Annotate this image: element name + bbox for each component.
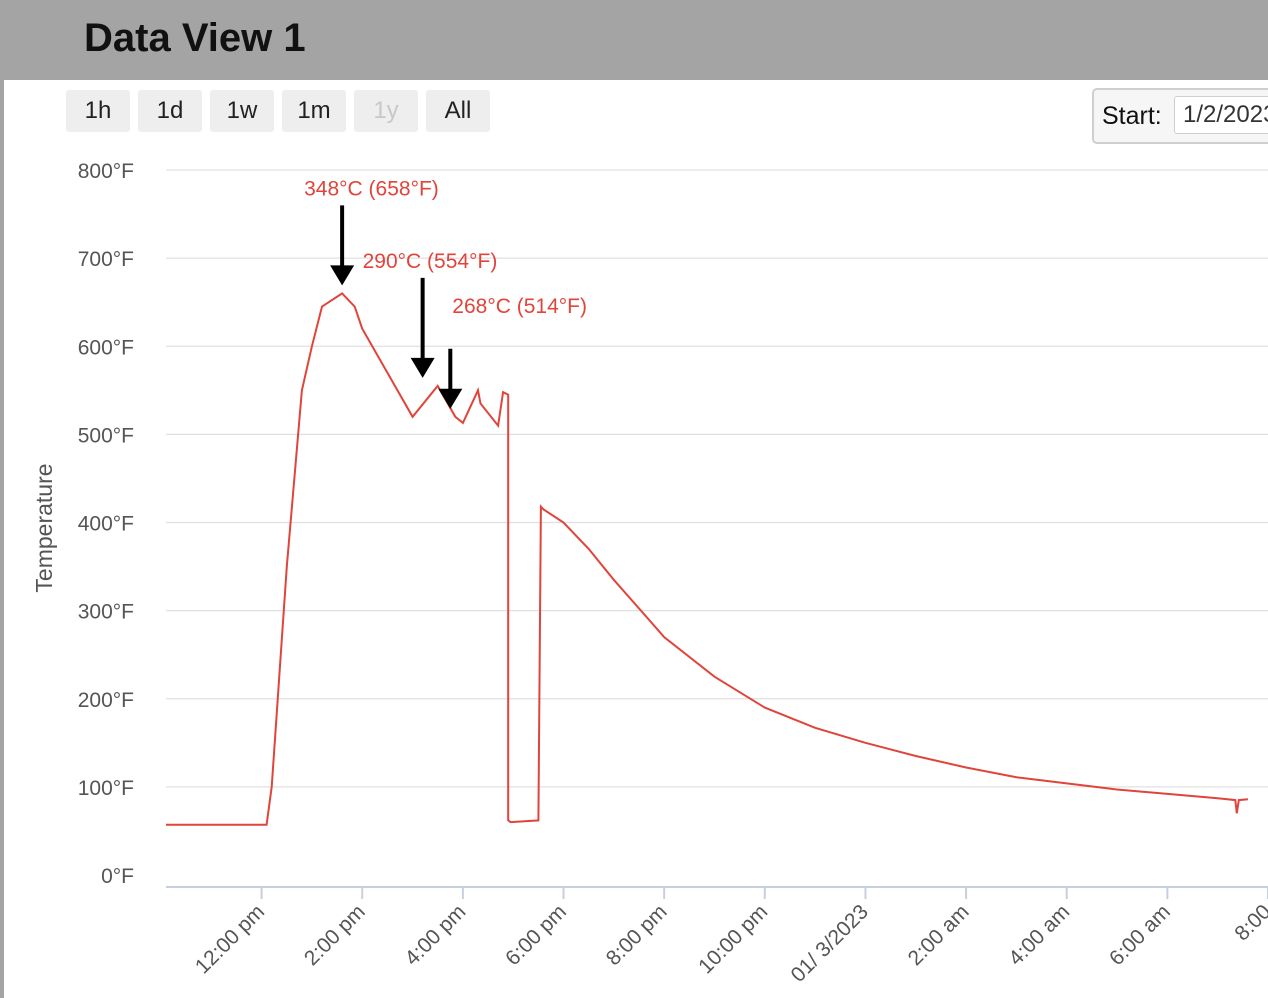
y-tick-label: 300°F	[78, 601, 134, 624]
x-tick-label: 4:00 am	[1004, 900, 1074, 970]
y-axis-ticks: 0°F 100°F 200°F 300°F 400°F 500°F 600°F 700°F 80…	[78, 160, 134, 888]
x-tick-label: 01/ 3/2023	[787, 900, 873, 986]
range-button-1m[interactable]: 1m	[282, 90, 346, 132]
y-tick-label: 100°F	[78, 777, 134, 800]
x-tick-label: 12:00 pm	[191, 900, 269, 978]
annotation-arrow-head	[410, 357, 435, 378]
start-date-input[interactable]	[1174, 96, 1268, 134]
y-tick-label: 200°F	[78, 689, 134, 712]
window-titlebar: Data View 1	[0, 0, 1268, 80]
y-tick-label: 0°F	[101, 865, 134, 888]
range-button-1w[interactable]: 1w	[210, 90, 274, 132]
x-tick-label: 8:00	[1230, 900, 1268, 945]
x-tick-label: 6:00 am	[1105, 900, 1175, 970]
x-tick-label: 2:00 am	[904, 900, 974, 970]
range-button-all[interactable]: All	[426, 90, 490, 132]
x-tick-label: 10:00 pm	[694, 900, 772, 978]
annotation-label: 268°C (514°F)	[452, 295, 587, 318]
start-label: Start:	[1102, 102, 1162, 130]
y-tick-label: 500°F	[78, 424, 134, 447]
window-title: Data View 1	[84, 16, 306, 60]
range-button-1y: 1y	[354, 90, 418, 132]
x-tick-label: 6:00 pm	[501, 900, 571, 970]
y-tick-label: 700°F	[78, 248, 134, 271]
range-button-1d[interactable]: 1d	[138, 90, 202, 132]
x-tick-label: 2:00 pm	[300, 900, 370, 970]
range-button-1h[interactable]: 1h	[66, 90, 130, 132]
y-axis-label: Temperature	[31, 463, 57, 592]
x-axis-ticks: 12:00 pm 2:00 pm 4:00 pm 6:00 pm 8:00 pm 10:0…	[191, 887, 1268, 987]
x-tick-label: 8:00 pm	[602, 900, 672, 970]
y-tick-label: 800°F	[78, 160, 134, 183]
annotations: 348°C (658°F) 290°C (554°F) 268°C (514°F)	[304, 177, 587, 409]
annotation-label: 348°C (658°F)	[304, 177, 439, 200]
x-tick-label: 4:00 pm	[400, 900, 470, 970]
annotation-arrow-head	[438, 388, 463, 409]
annotation-label: 290°C (554°F)	[363, 250, 498, 273]
series-line	[166, 292, 1248, 826]
grid	[166, 169, 1268, 888]
annotation-arrow-head	[330, 265, 355, 286]
start-date-control: Start:	[1092, 88, 1268, 144]
y-tick-label: 600°F	[78, 336, 134, 359]
y-tick-label: 400°F	[78, 513, 134, 536]
window-frame	[0, 80, 4, 998]
